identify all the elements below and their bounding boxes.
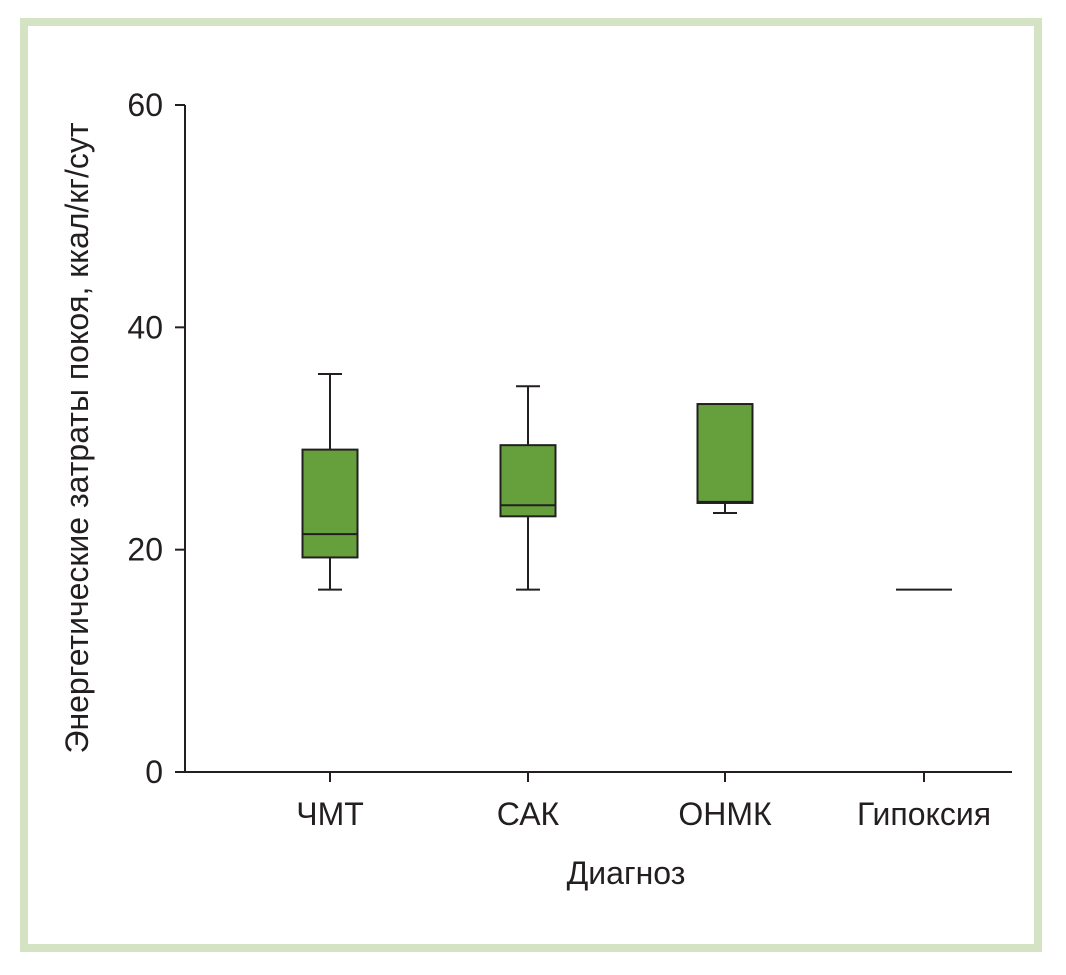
y-tick-label: 0 [145, 754, 163, 790]
x-axis-title: Диагноз [567, 855, 686, 891]
y-tick-label: 60 [127, 87, 163, 123]
axes: 0 20 40 60 ЧМТ САК ОНМК Гипоксия [127, 87, 1012, 832]
x-tick-label: ОНМК [678, 796, 772, 832]
box-3 [696, 403, 754, 514]
box-1 [301, 373, 359, 591]
x-tick-label: САК [497, 796, 560, 832]
boxes [301, 373, 952, 591]
x-tick-label: Гипоксия [857, 796, 991, 832]
y-tick-label: 20 [127, 532, 163, 568]
y-tick-label: 40 [127, 309, 163, 345]
y-axis-title: Энергетические затраты покоя, ккал/кг/су… [59, 122, 95, 753]
box-2 [499, 385, 557, 591]
box-iqr [301, 448, 359, 559]
box-iqr [696, 403, 754, 504]
x-tick-label: ЧМТ [296, 796, 364, 832]
